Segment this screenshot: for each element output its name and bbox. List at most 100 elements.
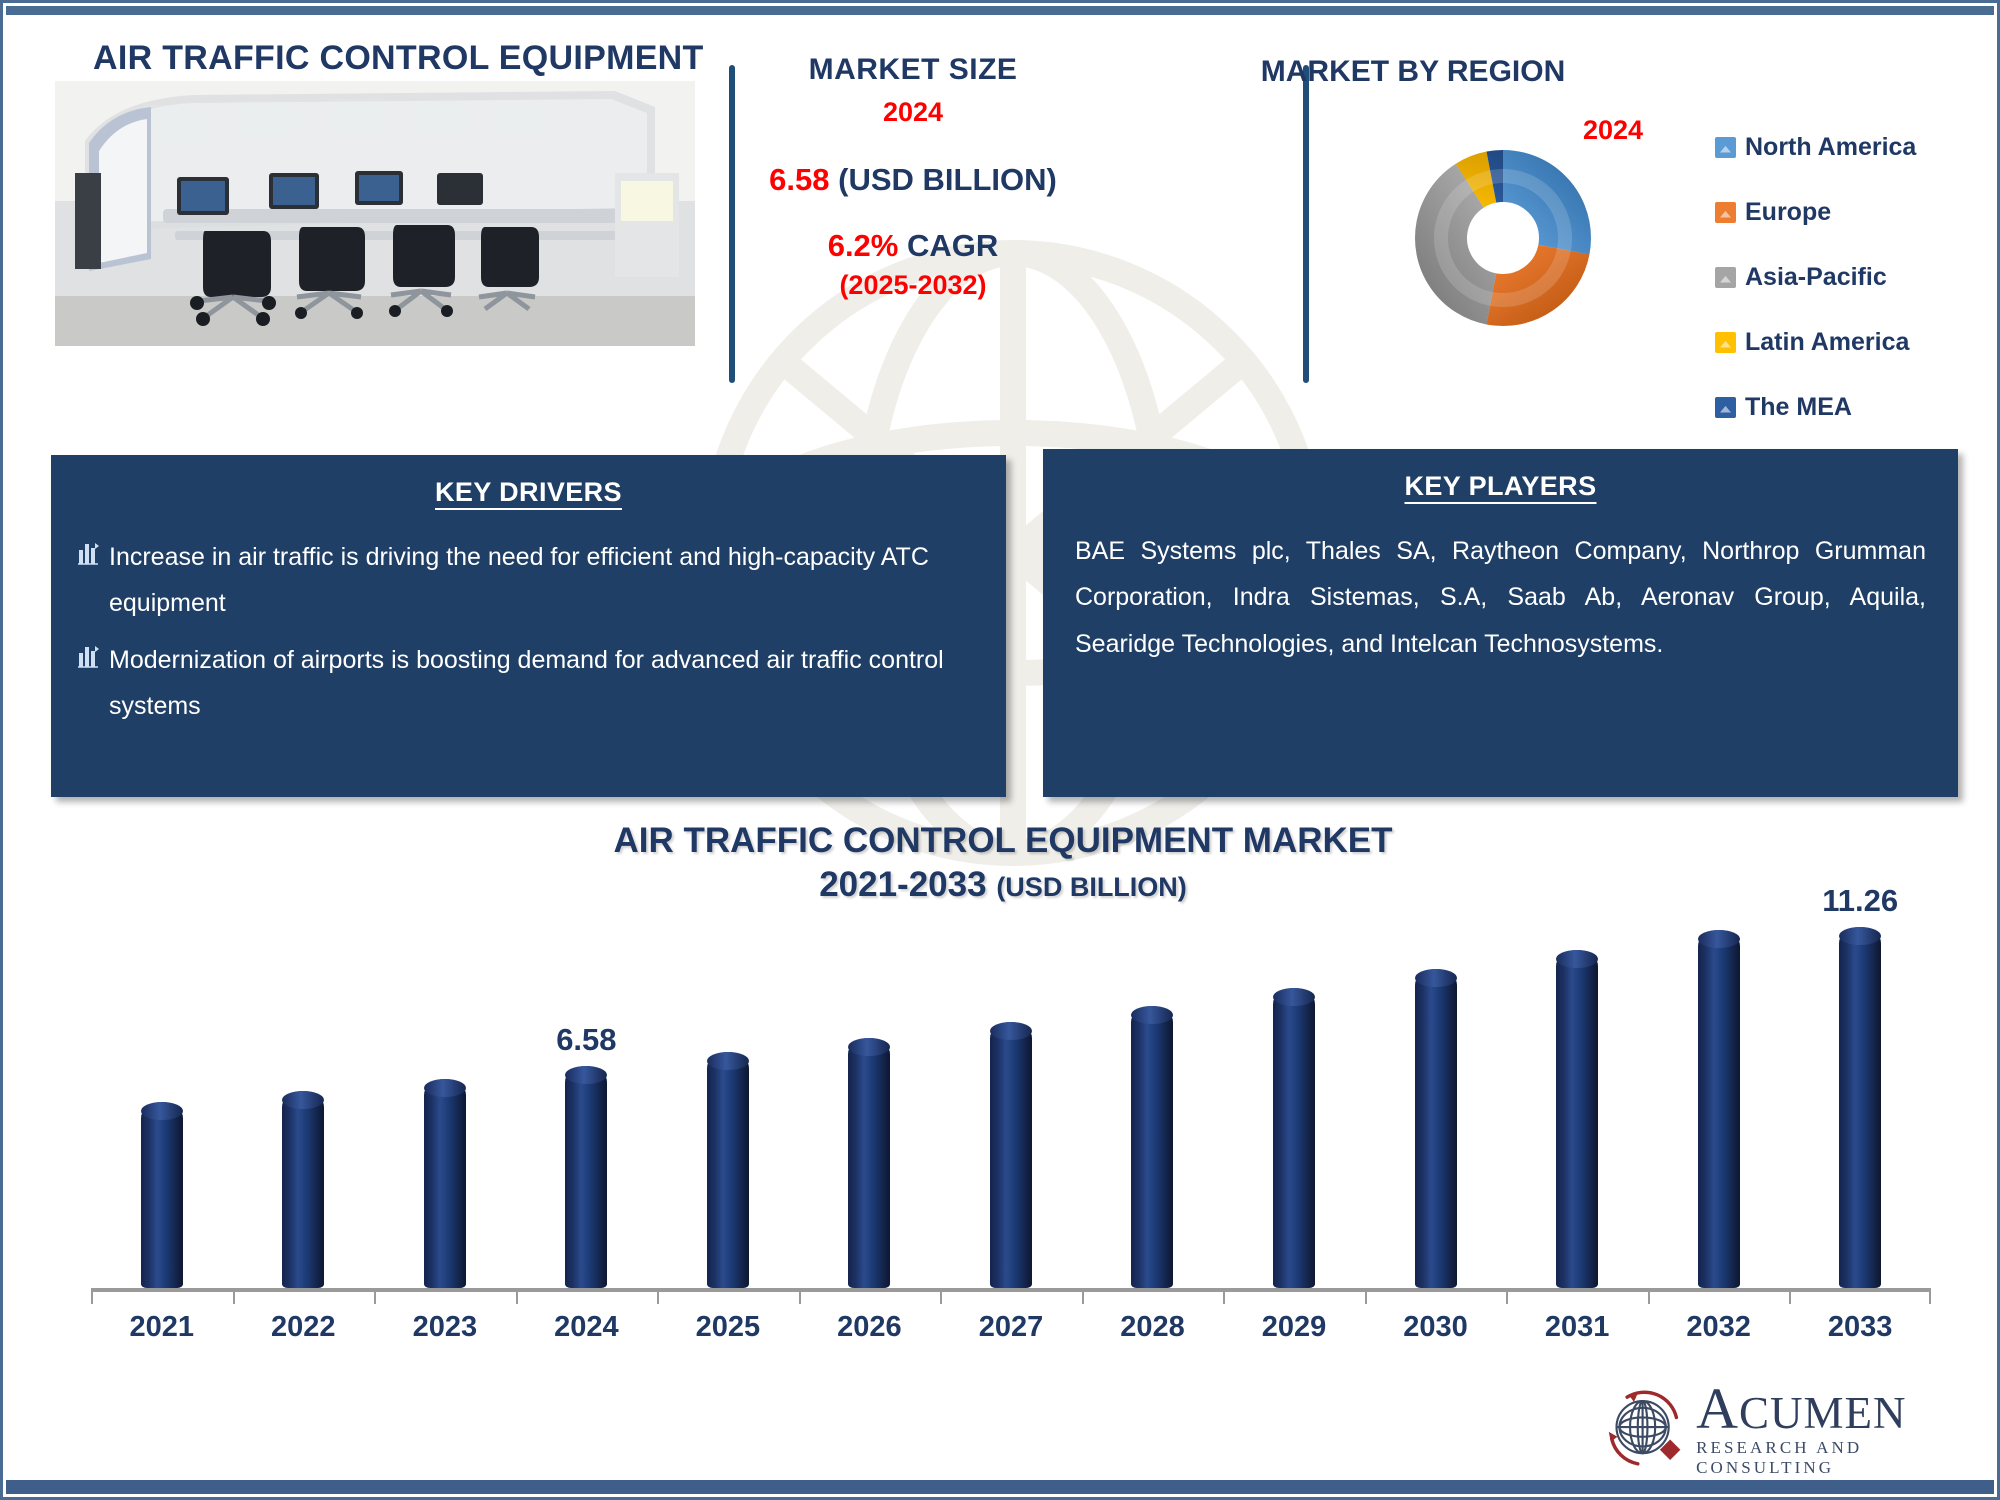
axis-tick xyxy=(1506,1288,1648,1304)
x-axis-label: 2026 xyxy=(837,1311,902,1343)
legend-item[interactable]: Europe xyxy=(1715,196,1916,228)
bar xyxy=(1697,930,1740,1288)
bar xyxy=(848,1038,891,1288)
bar-chart-icon xyxy=(75,637,109,674)
key-players-title: KEY PLAYERS xyxy=(1404,471,1597,501)
bar xyxy=(1273,988,1316,1288)
axis-tick xyxy=(1081,1288,1224,1304)
atc-room-photo xyxy=(55,81,695,346)
bar-item xyxy=(799,883,941,1288)
chart-x-labels: 2021 2022 2023 2024 2025 2026 2027 2028 2029 2030… xyxy=(91,1311,1931,1344)
chart-title-line1: AIR TRAFFIC CONTROL EQUIPMENT MARKET xyxy=(613,821,1393,860)
axis-tick xyxy=(91,1288,233,1304)
x-axis-label: 2021 xyxy=(129,1311,195,1343)
bar-chart-icon xyxy=(75,534,109,571)
legend-swatch-asia-pacific xyxy=(1715,266,1736,288)
bar xyxy=(565,1066,608,1288)
bar-item xyxy=(1506,883,1648,1288)
market-by-region-year: 2024 xyxy=(1582,115,1644,145)
bar-item xyxy=(1648,883,1790,1288)
x-axis-label: 2025 xyxy=(695,1311,761,1343)
globe-icon xyxy=(1608,1390,1681,1466)
axis-tick xyxy=(657,1288,799,1304)
x-axis-label: 2032 xyxy=(1686,1311,1751,1343)
bar xyxy=(706,1052,749,1288)
bar-chart-plot: 6.58 11.26 xyxy=(91,883,1931,1288)
bar xyxy=(1556,950,1599,1288)
key-driver-text: Modernization of airports is boosting de… xyxy=(109,645,944,720)
bar-value-label: 11.26 xyxy=(1822,883,1899,918)
logo-name: ACUMEN xyxy=(1696,1376,1907,1441)
bar-item xyxy=(374,883,516,1288)
key-drivers-title: KEY DRIVERS xyxy=(435,477,622,507)
separator-left xyxy=(729,65,735,383)
bar xyxy=(1839,927,1882,1288)
footer-accent-bar xyxy=(6,1480,1994,1494)
chart-subtitle: 2021-2033 xyxy=(819,865,987,904)
chart-subtitle-unit: (USD BILLION) xyxy=(996,872,1187,902)
x-axis-label: 2022 xyxy=(271,1311,336,1343)
legend-item[interactable]: North America xyxy=(1715,131,1916,163)
bar-item: 6.58 xyxy=(516,883,658,1288)
cagr-row: 6.2% CAGR xyxy=(723,228,1103,264)
bar-item xyxy=(657,883,799,1288)
legend-label-the-mea: The MEA xyxy=(1745,392,1852,421)
key-players-text: BAE Systems plc, Thales SA, Raytheon Com… xyxy=(1075,537,1926,658)
legend-swatch-latin-america xyxy=(1715,331,1736,353)
chart-title: AIR TRAFFIC CONTROL EQUIPMENT MARKET 202… xyxy=(613,821,1392,905)
market-size-year: 2024 xyxy=(882,97,944,127)
bar-item xyxy=(1365,883,1507,1288)
bar-item: 11.26 xyxy=(1789,883,1931,1288)
x-axis-label: 2030 xyxy=(1403,1311,1468,1343)
market-size-value-row: 6.58 (USD BILLION) xyxy=(723,162,1103,198)
region-legend: North America Europe Asia-Pacific Latin … xyxy=(1715,131,1916,456)
bar xyxy=(1131,1006,1174,1288)
chart-title-line2: 2021-2033 (USD BILLION) xyxy=(613,865,1392,905)
cagr-value: 6.2% xyxy=(827,228,899,263)
axis-tick xyxy=(515,1288,658,1304)
acumen-logo: ACUMEN RESEARCH AND CONSULTING xyxy=(1603,1376,1997,1478)
key-drivers-panel: KEY DRIVERS Increase in air traffic is d… xyxy=(51,455,1006,797)
axis-tick xyxy=(1364,1288,1507,1304)
top-accent-bar xyxy=(6,6,1994,15)
axis-tick xyxy=(798,1288,941,1304)
legend-item[interactable]: The MEA xyxy=(1715,391,1916,423)
legend-swatch-north-america xyxy=(1715,136,1736,158)
legend-swatch-europe xyxy=(1715,201,1736,223)
x-axis-label: 2023 xyxy=(412,1311,478,1343)
bar-item xyxy=(940,883,1082,1288)
legend-label-europe: Europe xyxy=(1745,197,1832,226)
market-by-region-heading: MARKET BY REGION xyxy=(1260,55,1566,88)
axis-tick xyxy=(1223,1288,1365,1304)
bar xyxy=(989,1022,1032,1288)
chart-x-axis xyxy=(91,1288,1931,1292)
legend-item[interactable]: Asia-Pacific xyxy=(1715,261,1916,293)
x-axis-label: 2028 xyxy=(1120,1311,1185,1343)
axis-tick xyxy=(1647,1288,1790,1304)
market-size-unit: (USD BILLION) xyxy=(838,162,1057,197)
legend-label-north-america: North America xyxy=(1745,132,1917,161)
bar xyxy=(140,1102,183,1288)
cagr-label: CAGR xyxy=(907,228,999,263)
market-size-heading: MARKET SIZE xyxy=(808,53,1018,86)
page-title: AIR TRAFFIC CONTROL EQUIPMENT xyxy=(93,39,704,77)
chart-axis-ticks xyxy=(91,1288,1931,1304)
x-axis-label: 2029 xyxy=(1261,1311,1327,1343)
logo-text: ACUMEN RESEARCH AND CONSULTING xyxy=(1696,1376,1997,1478)
bar-item xyxy=(91,883,233,1288)
list-item: Increase in air traffic is driving the n… xyxy=(75,534,976,627)
legend-label-asia-pacific: Asia-Pacific xyxy=(1745,262,1887,291)
legend-item[interactable]: Latin America xyxy=(1715,326,1916,358)
region-donut-chart xyxy=(1415,150,1591,326)
cagr-period: (2025-2032) xyxy=(839,270,987,300)
key-players-panel: KEY PLAYERS BAE Systems plc, Thales SA, … xyxy=(1043,449,1958,797)
key-driver-text: Increase in air traffic is driving the n… xyxy=(109,543,929,618)
bar-value-label: 6.58 xyxy=(556,1022,617,1057)
legend-label-latin-america: Latin America xyxy=(1745,327,1910,356)
axis-tick xyxy=(232,1288,375,1304)
x-axis-label: 2024 xyxy=(554,1311,619,1343)
market-size-block: MARKET SIZE 2024 6.58 (USD BILLION) 6.2%… xyxy=(723,53,1103,301)
bar xyxy=(282,1091,325,1288)
bar xyxy=(1414,969,1457,1288)
